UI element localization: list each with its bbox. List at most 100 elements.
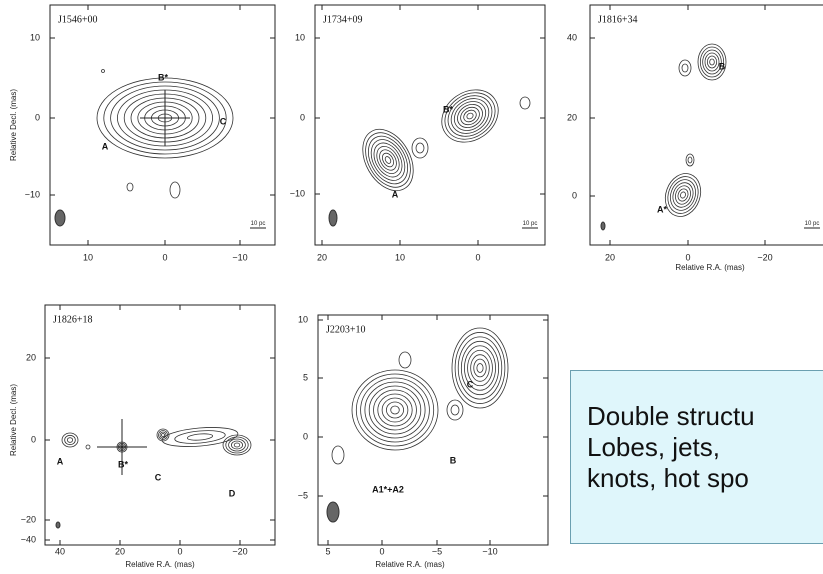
x-tick-label: 40	[55, 546, 65, 556]
x-tick-label: −20	[757, 252, 772, 262]
component-label: A	[57, 456, 64, 466]
beam	[55, 210, 65, 226]
contour	[372, 142, 404, 177]
beam	[327, 502, 339, 522]
text-line: knots, hot spo	[587, 463, 823, 494]
component-label: A1*+A2	[372, 484, 404, 494]
x-tick-label: 20	[605, 252, 615, 262]
contour	[707, 56, 716, 68]
contour	[386, 402, 403, 418]
contour	[67, 438, 72, 443]
contour	[457, 104, 483, 129]
y-tick-label: 10	[298, 314, 308, 324]
contour	[466, 112, 475, 120]
contour	[399, 352, 411, 368]
y-tick-label: 20	[26, 352, 36, 362]
y-tick-label: 40	[567, 32, 577, 42]
contour	[432, 79, 509, 153]
contour	[187, 433, 213, 441]
x-tick-label: 20	[317, 252, 327, 262]
panel-title: J1816+34	[598, 14, 638, 25]
contour	[374, 390, 417, 430]
contour	[368, 138, 408, 182]
component-label: B*	[443, 104, 453, 114]
contour	[440, 87, 500, 144]
panel-title: J1826+18	[53, 314, 93, 325]
y-tick-label: 0	[300, 112, 305, 122]
x-axis-label: Relative R.A. (mas)	[675, 263, 745, 272]
contour	[416, 143, 424, 153]
scale-label: 10 pc	[523, 221, 538, 227]
contour	[380, 151, 396, 169]
text-box: Double structu Lobes, jets, knots, hot s…	[570, 370, 823, 544]
y-tick-label: −40	[21, 534, 36, 544]
contour	[436, 83, 504, 149]
contour	[447, 400, 463, 420]
y-tick-label: −20	[21, 514, 36, 524]
contour	[679, 60, 691, 76]
contour	[455, 332, 505, 403]
contour	[65, 435, 76, 444]
text-line: Lobes, jets,	[587, 432, 823, 463]
contour	[160, 432, 166, 438]
x-tick-label: 0	[177, 546, 182, 556]
slide: {"panels": [ {"title": "J1546+00", "x_ti…	[0, 0, 823, 574]
component-label: B*	[118, 459, 128, 469]
y-tick-label: 0	[572, 190, 577, 200]
contour	[670, 180, 697, 210]
component-label: A	[102, 141, 109, 151]
contour	[391, 406, 400, 414]
contour	[474, 359, 486, 377]
plot-frame	[590, 5, 823, 245]
contour	[174, 429, 226, 445]
y-tick-label: −10	[25, 189, 40, 199]
contour	[451, 405, 459, 415]
contour	[161, 425, 238, 450]
contour	[688, 157, 692, 163]
contour	[444, 91, 495, 140]
scale-label: 10 pc	[251, 221, 266, 227]
x-tick-label: 10	[83, 252, 93, 262]
contour	[449, 96, 492, 137]
x-tick-label: 0	[162, 252, 167, 262]
x-tick-label: −5	[432, 546, 442, 556]
plot-frame	[45, 305, 275, 545]
x-tick-label: 0	[379, 546, 384, 556]
contour	[680, 191, 687, 199]
y-tick-label: −5	[298, 490, 308, 500]
contour	[477, 364, 483, 373]
y-tick-label: 10	[30, 32, 40, 42]
component-label: D	[229, 488, 236, 498]
contour	[686, 154, 694, 166]
y-tick-label: 0	[31, 434, 36, 444]
contour	[378, 394, 412, 426]
text-line: Double structu	[587, 401, 823, 432]
contour	[361, 378, 430, 442]
component-label: B	[450, 455, 457, 465]
y-tick-label: 20	[567, 112, 577, 122]
contour	[127, 183, 133, 191]
contour	[332, 446, 344, 464]
x-axis-label: Relative R.A. (mas)	[375, 560, 445, 569]
x-tick-label: 10	[395, 252, 405, 262]
contour	[452, 328, 508, 408]
y-axis-label: Relative Decl. (mas)	[9, 89, 18, 161]
contour	[520, 97, 530, 109]
contour	[231, 441, 242, 449]
contour	[234, 443, 240, 447]
panel-title: J1546+00	[58, 14, 98, 25]
contour	[710, 59, 715, 65]
x-tick-label: −10	[482, 546, 497, 556]
x-tick-label: −20	[232, 546, 247, 556]
component-label: B*	[158, 72, 168, 82]
x-tick-label: 0	[685, 252, 690, 262]
x-tick-label: 5	[325, 546, 330, 556]
x-tick-label: 20	[115, 546, 125, 556]
y-axis-label: Relative Decl. (mas)	[9, 384, 18, 456]
x-tick-label: 0	[475, 252, 480, 262]
y-tick-label: 0	[303, 431, 308, 441]
contour	[162, 434, 165, 437]
component-label: C	[220, 116, 227, 126]
plot-frame	[50, 5, 275, 245]
contour	[223, 435, 251, 455]
